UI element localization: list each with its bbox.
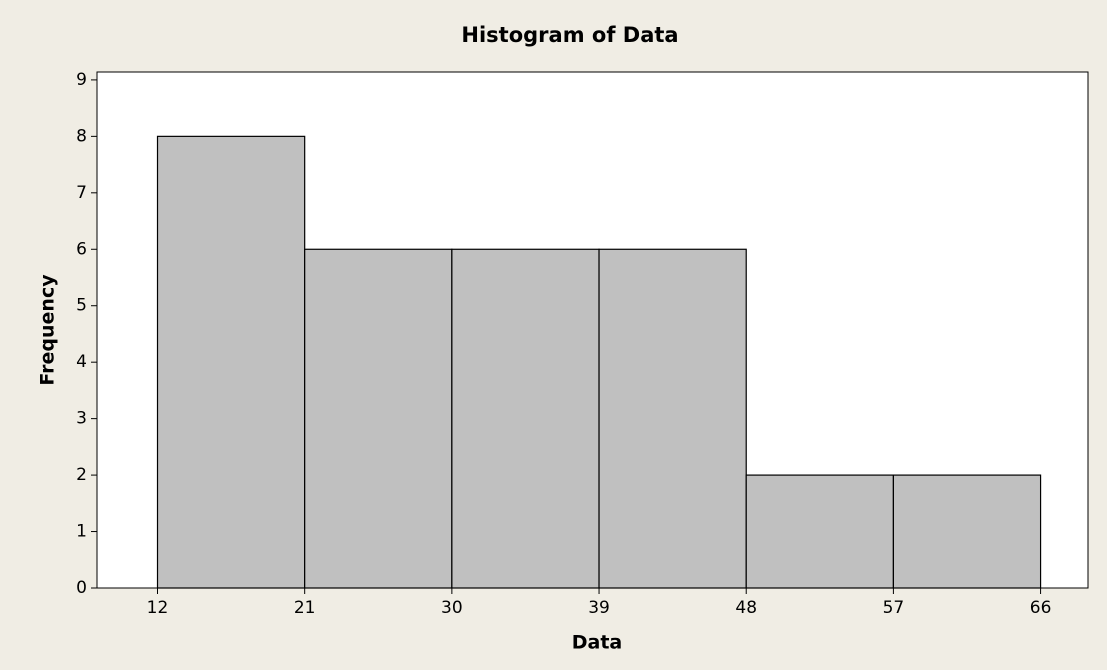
x-tick-label: 21 (294, 598, 316, 618)
y-tick-label: 5 (76, 296, 87, 316)
x-tick-label: 57 (883, 598, 905, 618)
bar (892, 474, 1042, 589)
y-tick-label: 9 (76, 70, 87, 90)
x-tick-label: 48 (735, 598, 757, 618)
y-tick-label: 7 (76, 183, 87, 203)
y-tick-label: 1 (76, 522, 87, 542)
x-tick-label: 30 (441, 598, 463, 618)
bar (745, 474, 894, 589)
bar (156, 135, 306, 589)
bar (304, 248, 453, 589)
bar (598, 248, 747, 589)
y-tick-label: 8 (76, 126, 87, 146)
y-tick-label: 2 (76, 465, 87, 485)
x-tick-label: 66 (1030, 598, 1052, 618)
chart-title: Histogram of Data (461, 23, 678, 47)
bar (451, 248, 600, 589)
x-tick-label: 39 (588, 598, 610, 618)
x-tick-label: 12 (147, 598, 169, 618)
y-tick-label: 0 (76, 578, 87, 598)
x-axis-label: Data (572, 632, 623, 654)
y-axis-label: Frequency (37, 274, 59, 386)
y-tick-label: 3 (76, 409, 87, 429)
y-tick-label: 6 (76, 239, 87, 259)
y-tick-label: 4 (76, 352, 87, 372)
